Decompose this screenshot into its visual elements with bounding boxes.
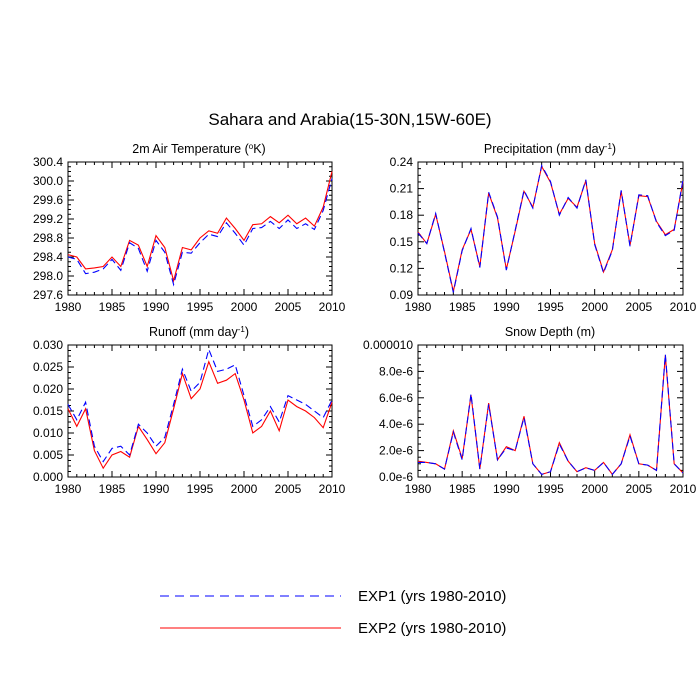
panel-snow-depth: Snow Depth (m) 1980 1985 1990 1995 2000 2005 2… xyxy=(363,325,697,496)
plot-frame xyxy=(417,344,684,478)
x-tick-label: 1990 xyxy=(493,300,520,314)
x-tick-label: 1995 xyxy=(187,300,214,314)
plot-air-temperature: 1980 1985 1990 1995 2000 2005 2010 297.6 298.0 29… xyxy=(33,155,346,314)
y-tick-label: 300.0 xyxy=(33,174,63,188)
y-tick-label: 6.0e-6 xyxy=(379,391,413,405)
x-tick-label: 2005 xyxy=(625,300,652,314)
y-tick-label: 0.21 xyxy=(390,182,414,196)
x-tick-label: 1985 xyxy=(99,300,126,314)
y-tick-label: 300.4 xyxy=(33,155,63,169)
y-tick-label: 2.0e-6 xyxy=(379,444,413,458)
legend-label-exp1: EXP1 (yrs 1980-2010) xyxy=(358,588,506,605)
legend: EXP1 (yrs 1980-2010) EXP2 (yrs 1980-2010… xyxy=(160,588,506,637)
panel-title-precipitation: Precipitation (mm day-1) xyxy=(484,142,616,156)
plot-frame xyxy=(67,344,333,478)
y-tick-label: 0.18 xyxy=(390,208,414,222)
x-tick-label: 1980 xyxy=(55,300,82,314)
x-tick-label: 2005 xyxy=(275,300,302,314)
y-tick-label: 0.005 xyxy=(33,448,63,462)
x-tick-label: 2010 xyxy=(670,482,697,496)
y-tick-label: 299.6 xyxy=(33,193,63,207)
y-tick-label: 0.12 xyxy=(390,261,414,275)
y-tick-label: 0.24 xyxy=(390,155,414,169)
panel-precipitation: Precipitation (mm day-1) 1980 1985 1990 199… xyxy=(390,142,697,314)
panel-runoff: Runoff (mm day-1) 1980 1985 1990 1995 2000 20… xyxy=(33,325,346,496)
x-tick-label: 1990 xyxy=(143,300,170,314)
panel-title-air-temperature: 2m Air Temperature (oK) xyxy=(132,142,265,156)
x-tick-label: 2000 xyxy=(231,300,258,314)
y-tick-label: 0.15 xyxy=(390,235,414,249)
legend-label-exp2: EXP2 (yrs 1980-2010) xyxy=(358,620,506,637)
y-tick-label: 0.0e-6 xyxy=(379,470,413,484)
y-tick-label: 298.4 xyxy=(33,250,63,264)
series-line-exp2 xyxy=(417,355,684,476)
x-tick-label: 2005 xyxy=(275,482,302,496)
x-tick-label: 1995 xyxy=(187,482,214,496)
y-tick-label: 0.025 xyxy=(33,360,63,374)
y-tick-label: 0.020 xyxy=(33,382,63,396)
panel-air-temperature: 2m Air Temperature (oK) 1980 1985 1990 1995… xyxy=(33,142,346,314)
x-tick-label: 2010 xyxy=(319,482,346,496)
y-tick-label: 0.09 xyxy=(390,288,414,302)
series-line-exp1 xyxy=(418,354,684,476)
y-tick-label: 298.0 xyxy=(33,269,63,283)
plot-precipitation: 1980 1985 1990 1995 2000 2005 2010 0.09 0.12 0.15… xyxy=(390,155,697,314)
series-line-exp1 xyxy=(67,347,333,463)
x-tick-label: 2010 xyxy=(319,300,346,314)
y-tick-label: 4.0e-6 xyxy=(379,417,413,431)
x-tick-label: 1985 xyxy=(449,300,476,314)
x-tick-label: 1985 xyxy=(99,482,126,496)
panel-title-snow-depth: Snow Depth (m) xyxy=(505,325,595,339)
y-tick-label: 0.010 xyxy=(33,426,63,440)
series-line-exp2 xyxy=(67,171,333,283)
series-line-exp1 xyxy=(67,178,333,287)
x-tick-label: 2005 xyxy=(625,482,652,496)
x-tick-label: 1985 xyxy=(449,482,476,496)
x-tick-label: 1995 xyxy=(537,300,564,314)
y-tick-label: 0.015 xyxy=(33,404,63,418)
series-line-exp2 xyxy=(67,360,333,470)
plot-frame xyxy=(67,161,333,296)
figure-title: Sahara and Arabia(15-30N,15W-60E) xyxy=(208,110,491,129)
x-tick-label: 2010 xyxy=(670,300,697,314)
series-line-exp1 xyxy=(417,163,684,293)
y-tick-label: 0.000010 xyxy=(363,338,413,352)
x-tick-label: 2000 xyxy=(231,482,258,496)
x-tick-label: 1995 xyxy=(537,482,564,496)
panel-title-runoff: Runoff (mm day-1) xyxy=(149,325,249,339)
x-tick-label: 1980 xyxy=(405,300,432,314)
plot-snow-depth: 1980 1985 1990 1995 2000 2005 2010 0.0e-6 2.0e-6… xyxy=(363,338,697,496)
y-tick-label: 299.2 xyxy=(33,212,63,226)
x-tick-label: 1990 xyxy=(143,482,170,496)
x-tick-label: 1990 xyxy=(493,482,520,496)
y-tick-label: 0.030 xyxy=(33,338,63,352)
plot-runoff: 1980 1985 1990 1995 2000 2005 2010 0.000 0.005 0.… xyxy=(33,338,346,496)
x-tick-label: 2000 xyxy=(581,300,608,314)
x-tick-label: 1980 xyxy=(55,482,82,496)
y-tick-label: 0.000 xyxy=(33,470,63,484)
y-tick-label: 298.8 xyxy=(33,231,63,245)
x-tick-label: 1980 xyxy=(405,482,432,496)
x-tick-label: 2000 xyxy=(581,482,608,496)
y-tick-label: 8.0e-6 xyxy=(379,364,413,378)
y-tick-label: 297.6 xyxy=(33,288,63,302)
